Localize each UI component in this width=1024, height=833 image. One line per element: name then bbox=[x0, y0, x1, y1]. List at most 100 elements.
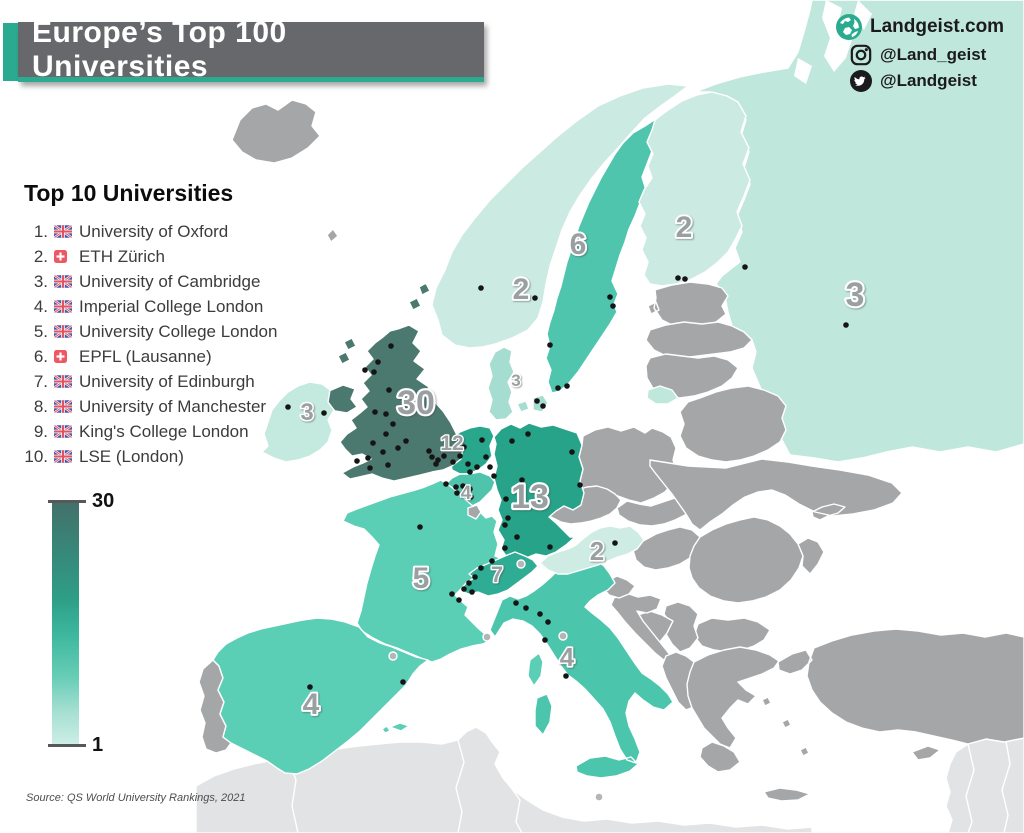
university-dot bbox=[453, 484, 459, 490]
top10-university-name: University College London bbox=[79, 321, 278, 341]
university-dot bbox=[400, 679, 406, 685]
value-label-switzerland: 7 bbox=[491, 562, 503, 587]
top10-rank: 5. bbox=[33, 321, 48, 341]
university-dot bbox=[503, 496, 509, 502]
country-croatia bbox=[610, 592, 674, 662]
university-dot bbox=[478, 565, 484, 571]
switzerland-flag-icon bbox=[54, 250, 72, 263]
university-dot bbox=[461, 586, 467, 592]
uk-flag-icon bbox=[54, 400, 72, 413]
source-note: Source: QS World University Rankings, 20… bbox=[26, 792, 246, 804]
university-dot bbox=[474, 464, 480, 470]
university-dot bbox=[372, 409, 378, 415]
instagram-icon bbox=[850, 44, 872, 66]
university-dot bbox=[417, 524, 423, 530]
top10-rank: 7. bbox=[33, 371, 48, 391]
instagram-handle: @Land_geist bbox=[880, 45, 987, 64]
top10-rank: 8. bbox=[33, 396, 48, 416]
university-dot bbox=[547, 544, 553, 550]
country-luxembourg bbox=[467, 504, 482, 520]
university-dot bbox=[449, 591, 455, 597]
top10-item-8: 8. University of Manchester bbox=[14, 394, 304, 419]
branding-instagram-row: @Land_geist bbox=[836, 44, 1004, 66]
university-dot bbox=[383, 411, 389, 417]
university-dot bbox=[454, 490, 460, 496]
university-dot bbox=[465, 461, 471, 467]
university-dot bbox=[457, 453, 463, 459]
country-lithuania bbox=[645, 353, 739, 399]
top10-rank: 6. bbox=[33, 346, 48, 366]
top10-rank: 10. bbox=[24, 446, 48, 466]
country-turkey bbox=[777, 628, 1024, 745]
uk-flag-icon bbox=[54, 375, 72, 388]
university-dot bbox=[383, 431, 389, 437]
country-hungary bbox=[632, 526, 701, 571]
university-dot bbox=[577, 482, 583, 488]
university-dot bbox=[429, 454, 435, 460]
university-dot bbox=[362, 367, 368, 373]
university-dot bbox=[545, 619, 551, 625]
university-dot bbox=[467, 486, 473, 492]
university-dot bbox=[542, 637, 548, 643]
university-dot bbox=[489, 558, 495, 564]
university-dot bbox=[607, 294, 613, 300]
country-latvia bbox=[645, 321, 753, 359]
country-romania bbox=[688, 516, 804, 604]
university-dot bbox=[525, 431, 531, 437]
value-label-norway: 2 bbox=[513, 273, 530, 306]
top10-rank: 4. bbox=[33, 296, 48, 316]
legend-tick-min bbox=[48, 744, 86, 747]
uk-flag-icon bbox=[54, 275, 72, 288]
university-dots bbox=[285, 264, 849, 690]
university-dot bbox=[403, 438, 409, 444]
university-dot bbox=[468, 494, 474, 500]
microstate-dot-liechtenstein bbox=[516, 559, 526, 569]
university-dot bbox=[675, 275, 681, 281]
university-dot bbox=[513, 600, 519, 606]
university-dot bbox=[375, 359, 381, 365]
university-dot bbox=[285, 404, 291, 410]
university-dot bbox=[469, 589, 475, 595]
university-dot bbox=[509, 438, 515, 444]
country-faroe bbox=[326, 228, 339, 243]
university-dot bbox=[483, 454, 489, 460]
top10-rank: 1. bbox=[33, 221, 48, 241]
value-label-denmark: 3 bbox=[511, 371, 520, 390]
country-value-labels: 3 2 6 2 3 13 12 4 5 4 4 7 2 30 3 bbox=[299, 209, 867, 723]
microstate-dot-malta bbox=[594, 792, 604, 802]
university-dot bbox=[386, 387, 392, 393]
country-ukraine bbox=[649, 458, 903, 531]
uk-flag-icon bbox=[54, 425, 72, 438]
country-norway bbox=[431, 83, 689, 349]
value-label-uk: 30 bbox=[397, 384, 435, 422]
uk-flag-icon bbox=[54, 300, 72, 313]
country-belarus bbox=[679, 385, 787, 463]
top10-university-name: University of Oxford bbox=[79, 221, 229, 241]
university-dot bbox=[519, 477, 525, 483]
top10-item-10: 10. LSE (London) bbox=[14, 444, 304, 469]
top10-university-name: University of Manchester bbox=[79, 396, 267, 416]
banner-accent-bar bbox=[3, 23, 18, 81]
country-iceland bbox=[231, 99, 321, 164]
country-france bbox=[342, 479, 544, 687]
university-dot bbox=[612, 540, 618, 546]
top10-university-name: University of Edinburgh bbox=[79, 371, 255, 391]
top10-list: 1. University of Oxford 2. ETH Zürich 3. Univ… bbox=[14, 219, 304, 469]
title-banner: Europe’s Top 100 Universities bbox=[18, 16, 484, 83]
branding-site-row: Landgeist.com bbox=[836, 14, 1004, 40]
value-label-sweden: 6 bbox=[570, 228, 587, 261]
branding-twitter-row: @Landgeist bbox=[836, 70, 1004, 92]
top10-item-3: 3. University of Cambridge bbox=[14, 269, 304, 294]
university-dot bbox=[843, 322, 849, 328]
university-dot bbox=[441, 453, 447, 459]
university-dot bbox=[514, 534, 520, 540]
university-dot bbox=[523, 605, 529, 611]
university-dot bbox=[456, 597, 462, 603]
country-kaliningrad bbox=[646, 385, 679, 405]
microstate-dot-monaco bbox=[482, 632, 492, 642]
top10-university-name: ETH Zürich bbox=[79, 246, 165, 266]
country-moldova bbox=[797, 537, 825, 575]
top10-item-9: 9. King's College London bbox=[14, 419, 304, 444]
university-dot bbox=[534, 398, 540, 404]
